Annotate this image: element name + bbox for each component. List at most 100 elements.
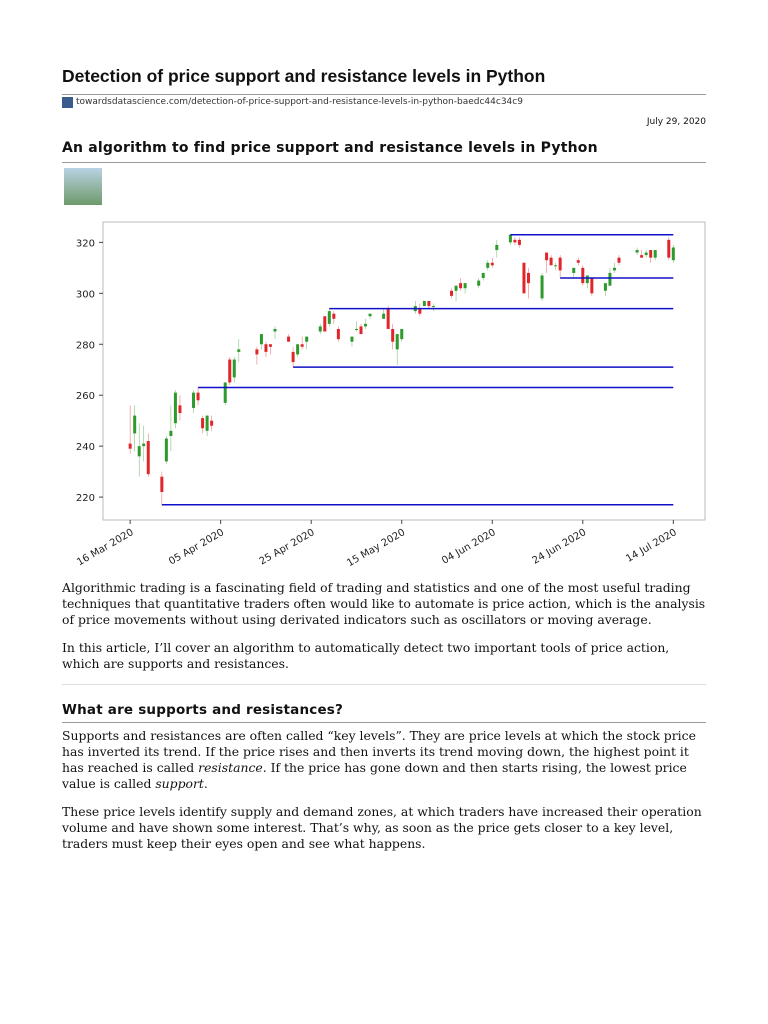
candle-body bbox=[400, 328, 404, 340]
candle-body bbox=[603, 283, 607, 291]
candle-body bbox=[649, 250, 653, 258]
candle-body bbox=[653, 250, 657, 258]
candle-body bbox=[422, 300, 426, 307]
divider bbox=[62, 684, 706, 685]
candle-body bbox=[164, 438, 168, 462]
candle-body bbox=[612, 267, 616, 271]
x-tick-label: 14 Jul 2020 bbox=[624, 527, 679, 565]
candle-body bbox=[323, 316, 327, 332]
candle-body bbox=[336, 328, 340, 340]
emphasis: resistance bbox=[198, 760, 263, 775]
candle-body bbox=[223, 382, 227, 403]
candle-body bbox=[522, 262, 526, 294]
x-tick-label: 15 May 2020 bbox=[345, 527, 407, 568]
candle-body bbox=[160, 476, 164, 492]
x-tick-label: 05 Apr 2020 bbox=[167, 527, 226, 567]
candle-body bbox=[232, 359, 236, 378]
candle-body bbox=[178, 405, 182, 414]
candle-body bbox=[540, 275, 544, 299]
candle-body bbox=[431, 306, 435, 308]
candlestick-chart: 220 240 260 280 300 320 16 Mar 2020 05 Apr 2020… bbox=[75, 221, 706, 568]
y-tick-label: 280 bbox=[76, 340, 95, 351]
candle-body bbox=[391, 328, 395, 342]
candle-body bbox=[259, 334, 263, 345]
candle-body bbox=[142, 443, 146, 447]
candle-body bbox=[585, 275, 589, 284]
candle-body bbox=[332, 313, 336, 319]
candle-body bbox=[581, 267, 585, 284]
candle-body bbox=[273, 328, 277, 332]
candle-body bbox=[300, 344, 304, 347]
candle-body bbox=[490, 262, 494, 266]
candle-body bbox=[386, 308, 390, 329]
candle-body bbox=[554, 265, 558, 267]
candle-body bbox=[427, 300, 431, 307]
candle-body bbox=[305, 336, 309, 342]
candle-body bbox=[137, 446, 141, 457]
candle-body bbox=[264, 344, 268, 352]
publish-date: July 29, 2020 bbox=[646, 117, 706, 127]
y-tick-label: 320 bbox=[76, 238, 95, 249]
divider bbox=[62, 722, 706, 723]
text: Supports and resistances are often calle… bbox=[62, 728, 696, 775]
candle-body bbox=[350, 336, 354, 342]
candle-body bbox=[268, 344, 272, 347]
candle-body bbox=[640, 255, 644, 258]
candle-body bbox=[513, 239, 517, 243]
candle-body bbox=[590, 278, 594, 294]
y-tick-label: 260 bbox=[76, 391, 95, 402]
divider bbox=[62, 94, 706, 95]
candle-body bbox=[354, 328, 358, 330]
candle-body bbox=[327, 311, 331, 324]
paragraph: Algorithmic trading is a fascinating fie… bbox=[62, 580, 706, 627]
candle-body bbox=[291, 351, 295, 363]
candle-body bbox=[318, 326, 322, 332]
candle-body bbox=[486, 262, 490, 268]
candle-body bbox=[526, 272, 530, 284]
subtitle: An algorithm to find price support and r… bbox=[62, 140, 598, 156]
candle-body bbox=[364, 323, 368, 327]
text: These price levels identify supply and d… bbox=[62, 804, 702, 851]
candle-body bbox=[517, 239, 521, 245]
emphasis: support bbox=[155, 776, 204, 791]
candle-body bbox=[454, 285, 458, 291]
candle-body bbox=[382, 313, 386, 319]
candle-body bbox=[495, 244, 499, 251]
candle-body bbox=[463, 283, 467, 289]
x-tick-label: 04 Jun 2020 bbox=[440, 527, 498, 567]
candle-body bbox=[481, 272, 485, 279]
candle-body bbox=[146, 441, 150, 475]
paragraph: In this article, I’ll cover an algorithm… bbox=[62, 640, 670, 671]
candle-body bbox=[196, 392, 200, 401]
source-url[interactable]: towardsdatascience.com/detection-of-pric… bbox=[76, 97, 523, 107]
candle-body bbox=[237, 349, 241, 352]
candle-body bbox=[617, 257, 621, 263]
author-avatar[interactable] bbox=[64, 168, 102, 205]
candle-body bbox=[205, 415, 209, 431]
candle-body bbox=[667, 239, 671, 258]
candle-body bbox=[368, 313, 372, 317]
candle-body bbox=[418, 308, 422, 314]
candle-body bbox=[644, 252, 648, 256]
candle-body bbox=[169, 430, 173, 436]
y-tick-label: 240 bbox=[76, 442, 95, 453]
article-title: Detection of price support and resistanc… bbox=[62, 66, 546, 86]
candle-body bbox=[228, 359, 232, 383]
candle-body bbox=[450, 290, 454, 296]
candle-body bbox=[255, 349, 259, 355]
candle-body bbox=[671, 247, 675, 261]
candle-body bbox=[459, 283, 463, 289]
x-tick-label: 25 Apr 2020 bbox=[258, 527, 317, 567]
section-heading: What are supports and resistances? bbox=[62, 702, 344, 718]
candle-body bbox=[210, 420, 214, 426]
y-tick-label: 300 bbox=[76, 289, 95, 300]
candle-body bbox=[395, 334, 399, 350]
candle-body bbox=[128, 443, 132, 449]
candle-body bbox=[133, 415, 137, 434]
candle-body bbox=[549, 257, 553, 266]
site-icon bbox=[62, 97, 73, 108]
candle-body bbox=[635, 250, 639, 253]
candle-body bbox=[192, 392, 196, 408]
candle-body bbox=[608, 272, 612, 286]
